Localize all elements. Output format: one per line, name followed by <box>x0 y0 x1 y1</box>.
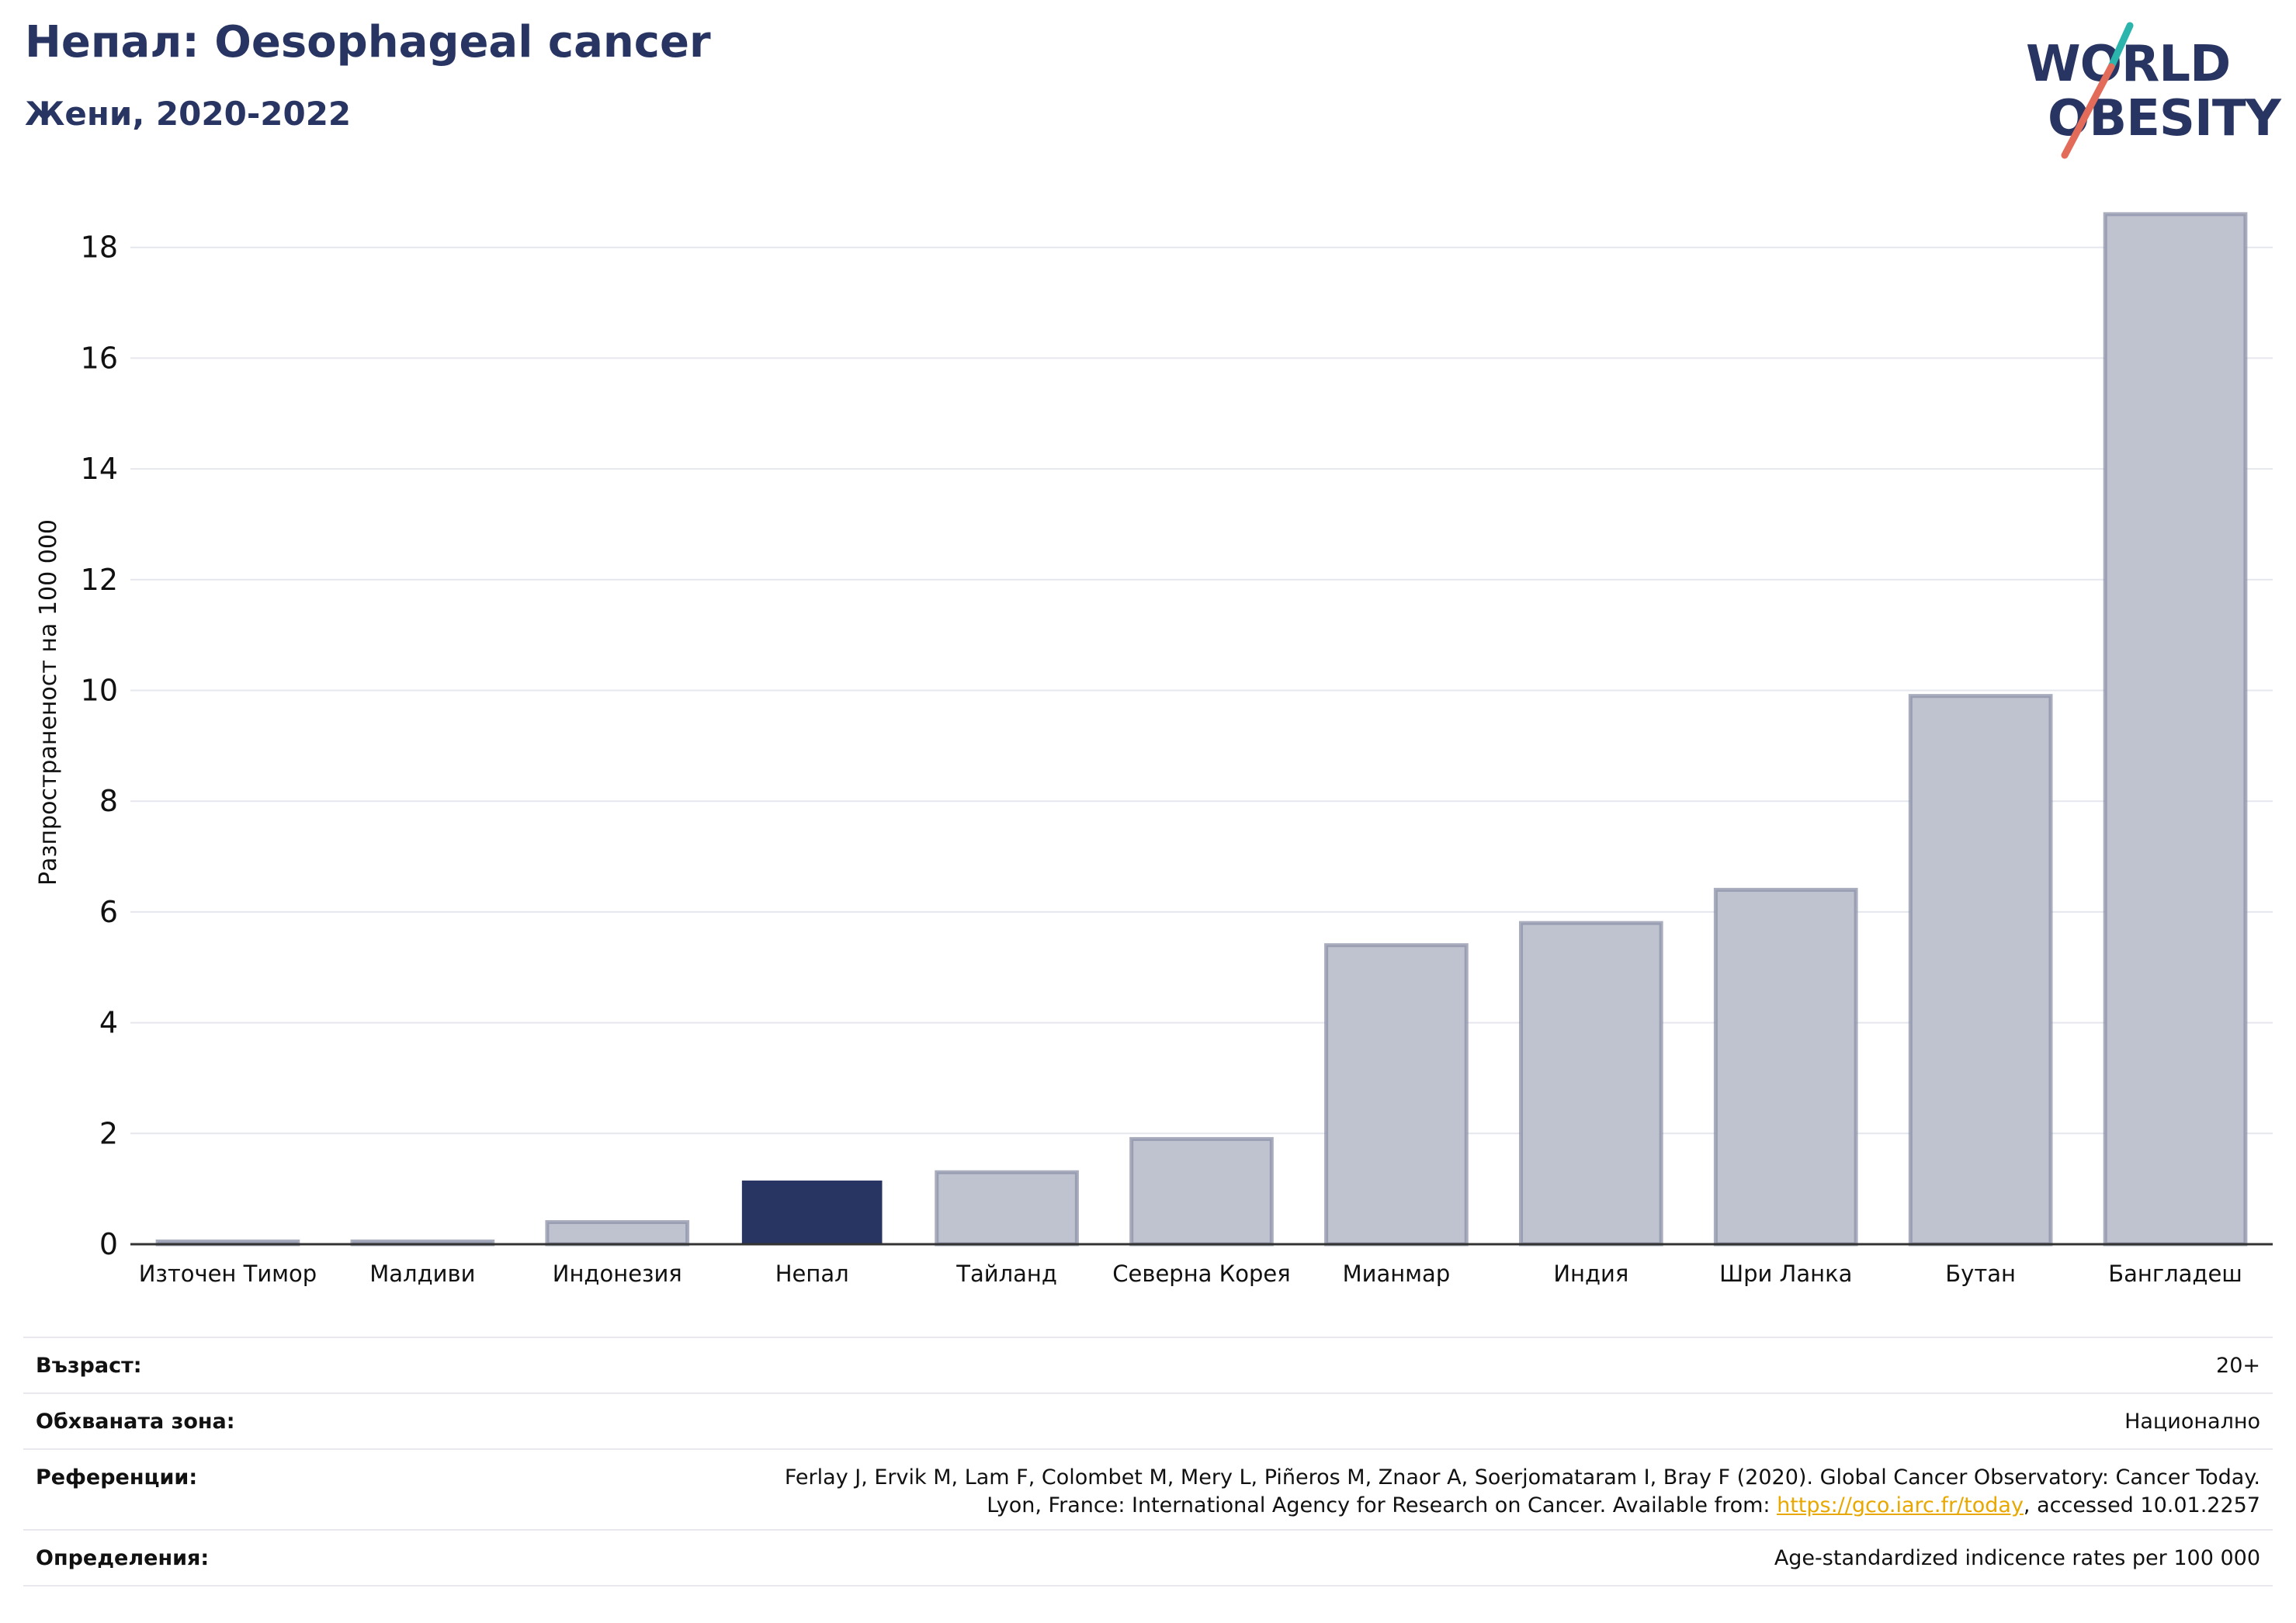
y-tick-label: 8 <box>99 784 118 818</box>
bar-10 <box>1908 694 2053 1247</box>
logo-line1: WORLD <box>2026 36 2231 93</box>
meta-refs-link[interactable]: https://gco.iarc.fr/today <box>1777 1493 2024 1517</box>
chart-subtitle: Жени, 2020-2022 <box>25 95 352 133</box>
meta-defs-label: Определения: <box>36 1546 210 1570</box>
meta-row-references: Референции: Ferlay J, Ervik M, Lam F, Co… <box>23 1450 2273 1531</box>
bar-5 <box>935 1170 1079 1247</box>
x-tick-label: Непал <box>775 1261 849 1287</box>
x-tick-label: Тайланд <box>956 1261 1057 1287</box>
y-tick-label: 0 <box>99 1227 118 1261</box>
meta-refs-suffix: , accessed 10.01.2257 <box>2023 1493 2260 1517</box>
meta-row-definitions: Определения: Age-standardized indicence … <box>23 1531 2273 1587</box>
x-tick-label: Шри Ланка <box>1719 1261 1852 1287</box>
y-tick-label: 4 <box>99 1006 118 1040</box>
bar-11 <box>2103 212 2248 1247</box>
chart-title: Непал: Oesophageal cancer <box>25 17 711 68</box>
bar-6 <box>1129 1136 1274 1247</box>
axes: 0 2 4 6 8 10 12 14 16 18 Източен Тимор Малдиви Индон… <box>81 231 2273 1287</box>
meta-area-value: Национално <box>2124 1410 2260 1434</box>
bar-8 <box>1518 921 1663 1247</box>
bars <box>155 212 2248 1247</box>
x-tick-label: Индия <box>1553 1261 1628 1287</box>
bar-9 <box>1713 887 1858 1247</box>
y-tick-label: 10 <box>81 674 118 708</box>
y-tick-label: 2 <box>99 1116 118 1150</box>
bar-chart: 0 2 4 6 8 10 12 14 16 18 Източен Тимор Малдиви Индон… <box>35 212 2273 1287</box>
y-tick-label: 12 <box>81 563 118 597</box>
y-axis-label: Разпространеност на 100 000 <box>35 519 62 886</box>
x-tick-label: Индонезия <box>553 1261 682 1287</box>
meta-area-label: Обхваната зона: <box>36 1410 235 1434</box>
x-tick-label: Малдиви <box>369 1261 475 1287</box>
meta-row-age: Възраст: 20+ <box>23 1338 2273 1394</box>
y-tick-label: 6 <box>99 895 118 929</box>
meta-defs-value: Age-standardized indicence rates per 100… <box>1774 1546 2260 1570</box>
meta-refs-line2: Lyon, France: International Agency for R… <box>987 1493 2260 1517</box>
meta-row-area: Обхваната зона: Национално <box>23 1394 2273 1450</box>
x-tick-label: Мианмар <box>1343 1261 1451 1287</box>
x-tick-label: Източен Тимор <box>139 1261 317 1287</box>
meta-refs-prefix: Lyon, France: International Agency for R… <box>987 1493 1777 1517</box>
meta-refs-line1: Ferlay J, Ervik M, Lam F, Colombet M, Me… <box>784 1465 2260 1489</box>
logo-slash-icon <box>2061 22 2134 159</box>
y-tick-label: 16 <box>81 341 118 375</box>
bar-4 <box>741 1180 883 1244</box>
y-tick-label: 14 <box>81 452 118 486</box>
x-tick-label: Бангладеш <box>2108 1261 2242 1287</box>
x-tick-label: Бутан <box>1945 1261 2016 1287</box>
bar-3 <box>545 1219 690 1247</box>
x-tick-label: Северна Корея <box>1112 1261 1290 1287</box>
world-obesity-logo: WORLD OBESITY <box>2026 22 2282 161</box>
bar-7 <box>1324 943 1469 1247</box>
y-tick-label: 18 <box>81 231 118 265</box>
meta-age-label: Възраст: <box>36 1354 142 1378</box>
meta-age-value: 20+ <box>2216 1354 2260 1378</box>
metadata-table: Възраст: 20+ Обхваната зона: Национално … <box>23 1337 2273 1587</box>
meta-refs-label: Референции: <box>36 1465 198 1489</box>
